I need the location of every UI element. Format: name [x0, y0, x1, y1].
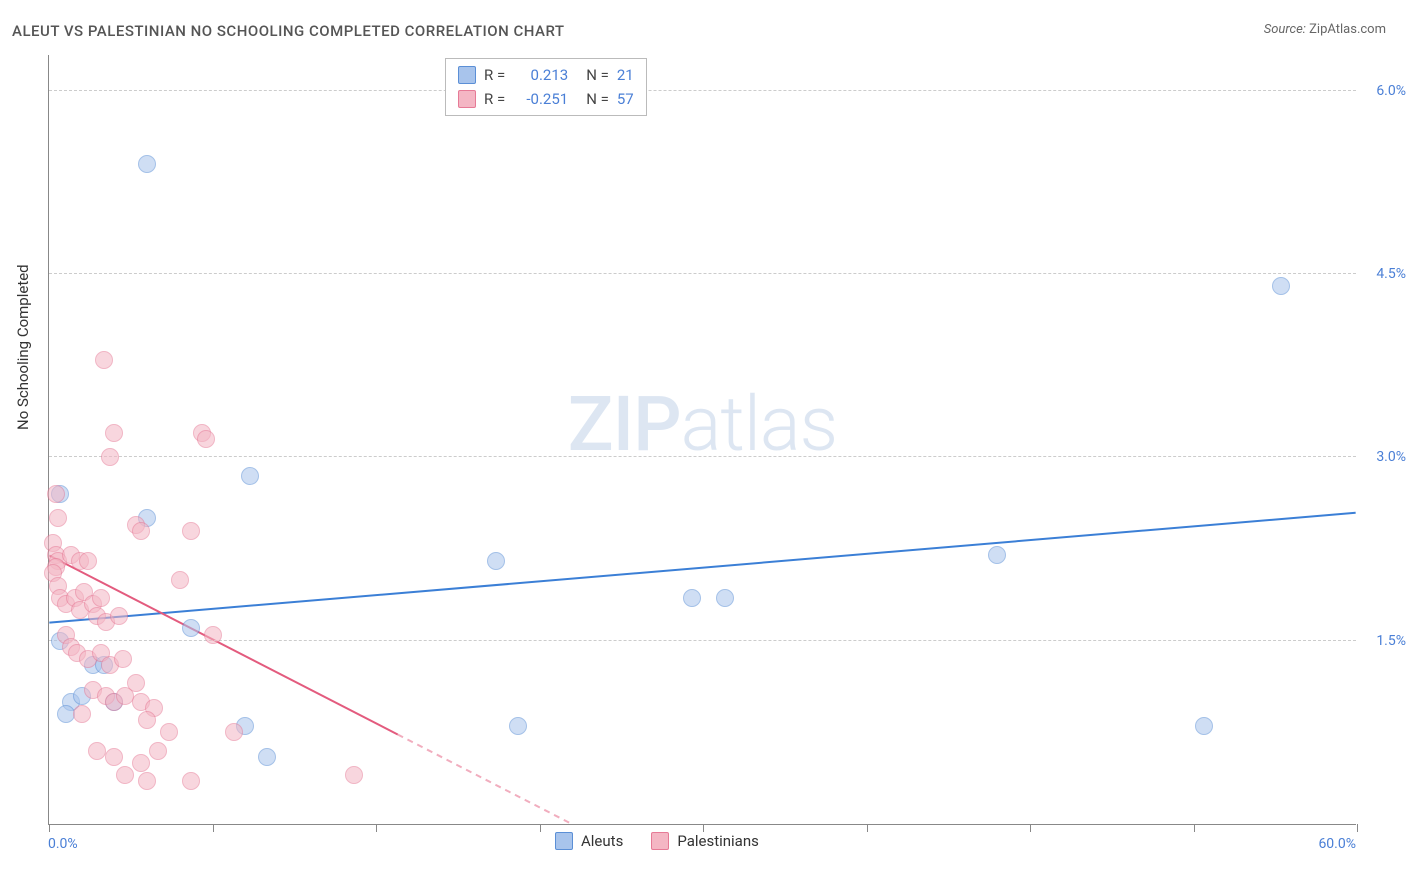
- scatter-plot-area: ZIPatlas 1.5%3.0%4.5%6.0%: [48, 55, 1356, 825]
- x-tick: [703, 824, 704, 832]
- source-name: ZipAtlas.com: [1309, 22, 1386, 37]
- trend-lines-layer: [49, 55, 1356, 824]
- data-point: [88, 742, 106, 760]
- n-label: N =: [586, 63, 609, 87]
- y-tick-label: 4.5%: [1376, 266, 1406, 282]
- n-label: N =: [586, 87, 609, 111]
- stats-row: R = -0.251 N = 57: [458, 87, 634, 111]
- r-value: 0.213: [513, 63, 568, 87]
- x-tick: [49, 824, 50, 832]
- data-point: [101, 448, 119, 466]
- y-tick-label: 3.0%: [1376, 449, 1406, 465]
- data-point: [241, 467, 259, 485]
- data-point: [182, 619, 200, 637]
- data-point: [92, 589, 110, 607]
- stats-legend: R = 0.213 N = 21 R = -0.251 N = 57: [445, 58, 647, 116]
- data-point: [132, 754, 150, 772]
- legend-label: Palestinians: [677, 832, 759, 850]
- gridline: [49, 90, 1356, 91]
- x-tick: [540, 824, 541, 832]
- data-point: [345, 766, 363, 784]
- legend-item: Aleuts: [555, 832, 623, 850]
- x-tick: [1357, 824, 1358, 832]
- data-point: [95, 351, 113, 369]
- data-point: [73, 705, 91, 723]
- gridline: [49, 273, 1356, 274]
- data-point: [487, 552, 505, 570]
- chart-title: ALEUT VS PALESTINIAN NO SCHOOLING COMPLE…: [12, 22, 565, 40]
- data-point: [197, 430, 215, 448]
- data-point: [110, 607, 128, 625]
- n-value: 21: [617, 63, 634, 87]
- data-point: [716, 589, 734, 607]
- series-legend: Aleuts Palestinians: [555, 832, 759, 850]
- data-point: [138, 772, 156, 790]
- gridline: [49, 456, 1356, 457]
- gridline: [49, 640, 1356, 641]
- x-tick: [213, 824, 214, 832]
- r-label: R =: [484, 87, 505, 111]
- legend-item: Palestinians: [651, 832, 759, 850]
- legend-label: Aleuts: [581, 832, 623, 850]
- x-tick: [376, 824, 377, 832]
- data-point: [171, 571, 189, 589]
- data-point: [49, 509, 67, 527]
- legend-swatch: [458, 66, 476, 84]
- data-point: [509, 717, 527, 735]
- data-point: [182, 522, 200, 540]
- data-point: [988, 546, 1006, 564]
- stats-row: R = 0.213 N = 21: [458, 63, 634, 87]
- data-point: [160, 723, 178, 741]
- data-point: [105, 424, 123, 442]
- legend-swatch: [458, 90, 476, 108]
- data-point: [1195, 717, 1213, 735]
- legend-swatch: [651, 832, 669, 850]
- data-point: [138, 155, 156, 173]
- x-axis-min-label: 0.0%: [48, 836, 78, 852]
- data-point: [105, 748, 123, 766]
- x-tick: [867, 824, 868, 832]
- n-value: 57: [617, 87, 634, 111]
- data-point: [47, 485, 65, 503]
- legend-swatch: [555, 832, 573, 850]
- y-tick-label: 6.0%: [1376, 83, 1406, 99]
- data-point: [258, 748, 276, 766]
- data-point: [182, 772, 200, 790]
- x-axis-max-label: 60.0%: [1318, 836, 1356, 852]
- data-point: [225, 723, 243, 741]
- data-point: [149, 742, 167, 760]
- data-point: [204, 626, 222, 644]
- x-tick: [1194, 824, 1195, 832]
- data-point: [79, 552, 97, 570]
- r-label: R =: [484, 63, 505, 87]
- y-axis-title: No Schooling Completed: [14, 264, 32, 430]
- x-tick: [1030, 824, 1031, 832]
- data-point: [132, 522, 150, 540]
- data-point: [114, 650, 132, 668]
- data-point: [138, 711, 156, 729]
- source-label: Source:: [1264, 22, 1306, 37]
- r-value: -0.251: [513, 87, 568, 111]
- data-point: [116, 766, 134, 784]
- data-point: [1272, 277, 1290, 295]
- data-point: [683, 589, 701, 607]
- y-tick-label: 1.5%: [1376, 633, 1406, 649]
- source-attribution: Source: ZipAtlas.com: [1264, 22, 1386, 37]
